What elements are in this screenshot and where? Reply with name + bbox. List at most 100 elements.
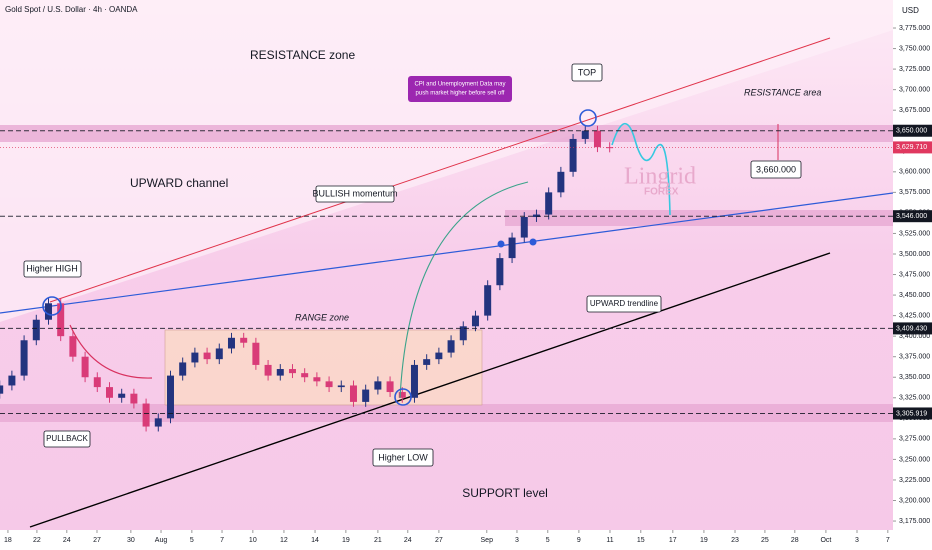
trend-touch [529,238,537,246]
top-marker [579,109,597,127]
annotation: CPI and Unemployment Data may [414,82,505,88]
upward-trendline [0,192,894,314]
y-tick-label: 3,400.000 [899,333,930,340]
pullback-arrow [69,324,153,379]
candle-body [142,403,150,427]
callout-box [408,76,512,102]
x-tick-label: 7 [220,537,224,544]
x-tick-label: Sep [481,537,494,544]
candle-body [301,373,309,378]
label-box [43,430,91,448]
candle-body [154,418,162,427]
price-level-tag [893,322,932,335]
candle-body [57,303,65,337]
y-tick-label: 3,675.000 [899,107,930,114]
annotation: UPWARD trendline [590,299,659,308]
annotation: UPWARD channel [130,176,228,190]
candle-body [484,285,492,316]
candle-body [435,352,443,360]
candle-body [227,337,235,349]
candle-body [581,130,589,139]
candle-body [105,387,113,398]
price-level-tag [893,141,932,154]
x-tick-label: 3 [855,537,859,544]
annotation: 3,660.000 [756,164,796,174]
y-tick-label: 3,200.000 [899,497,930,504]
candle-body [166,375,174,419]
price-level-label: 3,305.919 [896,410,927,417]
candle-body [81,356,89,378]
symbol-title: Gold Spot / U.S. Dollar · 4h · OANDA [5,5,138,14]
x-tick-label: 7 [886,537,890,544]
candle-body [252,342,260,365]
candle-body [20,340,28,376]
support-line [29,252,831,528]
candle-body [508,237,516,259]
candle-body [0,385,4,394]
label-box [23,260,82,278]
y-tick-label: 3,475.000 [899,271,930,278]
annotation: RANGE zone [295,312,349,322]
candle-body [447,340,455,353]
projection-path [611,122,671,216]
higher-low-marker [394,388,412,406]
candle-body [496,258,504,286]
candle-body [240,337,248,343]
candle-body [288,369,296,374]
higher-high-marker [42,296,62,316]
momentum-arrow [399,181,529,399]
y-tick-label: 3,425.000 [899,312,930,319]
candle-body [325,381,333,388]
candle-body [264,364,272,376]
x-tick-label: 27 [93,537,101,544]
x-tick-label: 24 [63,537,71,544]
y-tick-label: 3,375.000 [899,354,930,361]
y-tick-label: 3,525.000 [899,230,930,237]
candle-body [459,326,467,341]
candle-body [374,381,382,390]
candle-body [362,389,370,402]
x-tick-label: Aug [155,537,168,544]
y-tick-label: 3,600.000 [899,169,930,176]
candle-body [44,303,52,320]
candle-body [69,336,77,357]
price-level-label: 3,629.710 [896,144,927,151]
annotation: push market higher before sell off [416,91,505,97]
label-box [372,448,434,467]
x-tick-label: 17 [669,537,677,544]
annotation: PULLBACK [46,434,88,443]
x-tick-label: 25 [761,537,769,544]
x-tick-label: 12 [280,537,288,544]
x-tick-label: 27 [435,537,443,544]
x-tick-label: 5 [190,537,194,544]
candle-body [423,359,431,365]
candle-body [545,192,553,215]
x-tick-label: Oct [820,537,831,544]
y-tick-label: 3,325.000 [899,395,930,402]
range-box [164,329,483,406]
y-tick-label: 3,575.000 [899,189,930,196]
candle-body [349,385,357,402]
candle-body [313,377,321,382]
price-level-tag [893,407,932,420]
annotation: TOP [578,67,596,77]
y-tick-label: 3,450.000 [899,292,930,299]
y-tick-label: 3,750.000 [899,45,930,52]
price-level-tag [893,124,932,137]
x-tick-label: 19 [700,537,708,544]
x-tick-label: 28 [791,537,799,544]
x-tick-label: 9 [577,537,581,544]
label-box [571,63,603,82]
x-tick-label: 24 [404,537,412,544]
price-level-tag [893,210,932,223]
x-tick-label: 23 [731,537,739,544]
candle-body [410,364,418,398]
candle-body [215,348,223,360]
y-axis-panel [893,0,932,550]
annotation: RESISTANCE zone [250,48,355,62]
annotation: Higher LOW [378,452,428,462]
annotation: BULLISH momentum [312,188,397,198]
watermark: FOREX [644,187,679,198]
support-band [0,404,893,422]
x-tick-label: 22 [33,537,41,544]
